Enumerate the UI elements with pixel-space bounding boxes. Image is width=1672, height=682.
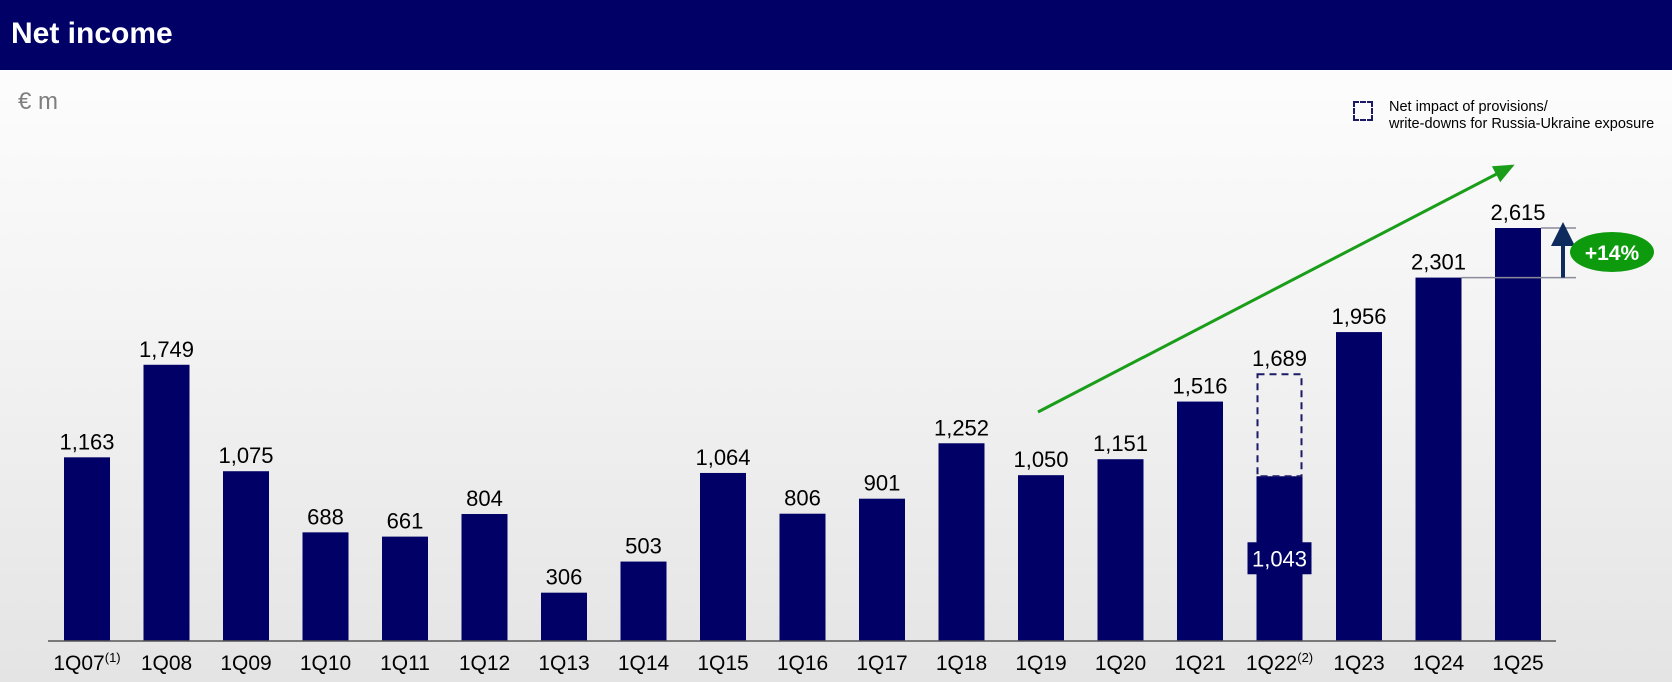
bar-1Q10 [302, 532, 349, 641]
bar-1Q11 [382, 536, 428, 641]
x-tick-label: 1Q19 [1015, 652, 1066, 675]
x-tick-label: 1Q07(1) [53, 650, 120, 675]
x-tick-label: 1Q24 [1413, 652, 1465, 675]
growth-badge [1570, 232, 1654, 272]
footnote-marker: (1) [105, 650, 121, 665]
x-tick-label: 1Q22(2) [1246, 650, 1313, 675]
adjusted-bar-outline [1256, 373, 1303, 478]
value-label: 1,956 [1331, 304, 1386, 329]
value-label: 661 [387, 509, 424, 534]
bar-1Q13 [541, 592, 587, 641]
adjusted-value-label: 1,689 [1252, 346, 1307, 371]
value-label: 688 [307, 504, 344, 529]
x-tick-label: 1Q10 [300, 652, 351, 675]
value-label: 2,615 [1490, 200, 1545, 225]
x-tick-label: 1Q17 [856, 652, 907, 675]
value-label: 804 [466, 486, 503, 511]
value-label: 2,301 [1411, 250, 1466, 275]
x-tick-label: 1Q16 [777, 652, 828, 675]
value-label: 901 [864, 471, 901, 496]
x-tick-label: 1Q15 [697, 652, 748, 675]
value-label: 1,749 [139, 337, 194, 362]
bar-1Q14 [620, 561, 667, 641]
bar-1Q07 [64, 457, 110, 641]
x-tick-label: 1Q13 [538, 652, 589, 675]
x-tick-label: 1Q23 [1333, 652, 1384, 675]
x-tick-label: 1Q08 [141, 652, 192, 675]
bar-1Q18 [938, 443, 985, 641]
bar-1Q09 [223, 471, 269, 641]
footnote-marker: (2) [1297, 650, 1313, 665]
dashed-box-icon [1353, 101, 1373, 121]
value-label: 1,064 [695, 445, 750, 470]
x-tick-label: 1Q14 [618, 652, 670, 675]
trend-arrow [1037, 164, 1515, 414]
legend-line-2: write-downs for Russia-Ukraine exposure [1389, 116, 1655, 132]
x-tick-label: 1Q12 [459, 652, 510, 675]
header-bar: Net income [0, 0, 1672, 70]
bar-1Q21 [1177, 401, 1223, 641]
bar-1Q15 [700, 472, 746, 641]
bar-1Q12 [461, 514, 508, 641]
value-label: 1,151 [1093, 431, 1148, 456]
value-label: 1,252 [934, 415, 989, 440]
bar-1Q08 [143, 364, 190, 641]
value-label: 1,516 [1172, 374, 1227, 399]
bar-1Q17 [859, 498, 905, 641]
value-label: 1,075 [218, 443, 273, 468]
page-title: Net income [11, 17, 173, 50]
bar-1Q25 [1495, 228, 1541, 641]
value-label: 1,163 [59, 429, 114, 454]
x-tick-label: 1Q18 [936, 652, 987, 675]
growth-badge-label: +14% [1585, 242, 1640, 265]
bar-1Q19 [1018, 475, 1064, 641]
value-label: 503 [625, 534, 662, 559]
value-label: 306 [546, 565, 583, 590]
x-tick-label: 1Q09 [220, 652, 271, 675]
bar-1Q20 [1097, 459, 1144, 641]
legend-line-1: Net impact of provisions/ [1389, 99, 1548, 115]
value-label-box [1247, 542, 1312, 575]
unit-label: € m [18, 88, 59, 115]
bar-1Q23 [1336, 332, 1382, 641]
x-tick-label: 1Q21 [1174, 652, 1225, 675]
bar-1Q16 [779, 513, 826, 641]
legend-text: Net impact of provisions/ write-downs fo… [1389, 99, 1654, 133]
x-tick-label: 1Q25 [1492, 652, 1543, 675]
value-label: 1,043 [1252, 546, 1307, 571]
bar-1Q24 [1415, 277, 1462, 641]
value-label: 806 [784, 486, 821, 511]
x-tick-label: 1Q11 [380, 652, 430, 675]
x-tick-label: 1Q20 [1095, 652, 1146, 675]
value-label: 1,050 [1013, 447, 1068, 472]
